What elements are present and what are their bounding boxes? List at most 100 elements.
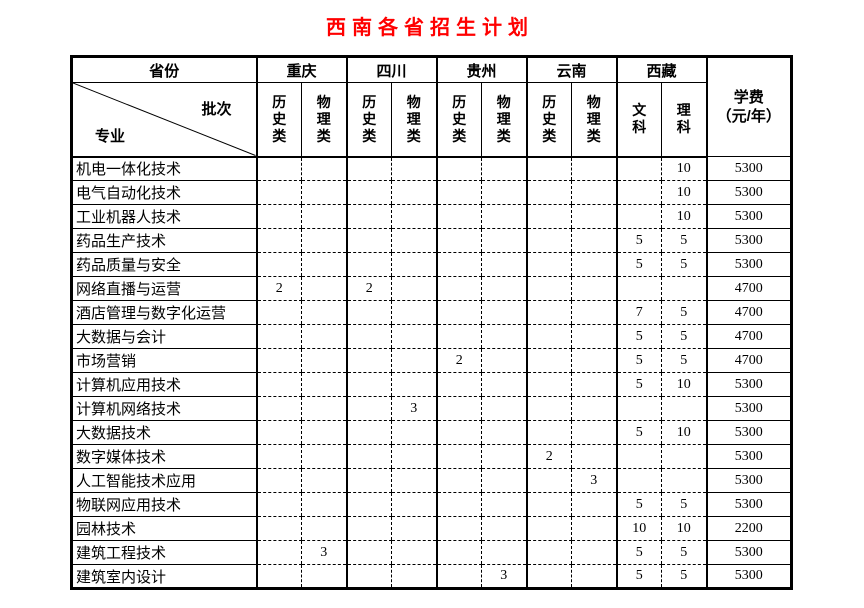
plan-count-cell: [255, 564, 302, 589]
plan-count-cell: 3: [301, 540, 347, 565]
plan-count-cell: [435, 228, 482, 253]
tuition-cell: 5300: [705, 180, 792, 205]
table-row: 大数据与会计 5 5 4700: [71, 324, 792, 349]
plan-count-cell: 10: [661, 204, 707, 229]
plan-count-cell: [301, 516, 347, 541]
plan-count-cell: [391, 180, 437, 205]
plan-count-cell: [301, 492, 347, 517]
plan-count-cell: 10: [661, 372, 707, 397]
plan-count-cell: [435, 204, 482, 229]
plan-count-cell: [435, 444, 482, 469]
plan-count-cell: [571, 324, 617, 349]
plan-count-cell: [661, 444, 707, 469]
plan-count-cell: [435, 300, 482, 325]
plan-count-cell: [435, 540, 482, 565]
major-cell: 建筑室内设计: [71, 564, 257, 589]
plan-count-cell: 10: [661, 516, 707, 541]
plan-count-cell: 5: [615, 540, 662, 565]
plan-count-cell: [255, 516, 302, 541]
plan-count-cell: [435, 252, 482, 277]
plan-count-cell: 3: [391, 396, 437, 421]
subheader-sc-history: 历史类: [345, 82, 392, 158]
plan-count-cell: [525, 276, 572, 301]
plan-count-cell: 5: [615, 564, 662, 589]
plan-count-cell: [345, 516, 392, 541]
plan-count-cell: [391, 252, 437, 277]
plan-count-cell: [255, 300, 302, 325]
plan-count-cell: [345, 348, 392, 373]
subheader-text: 历史类: [362, 93, 377, 144]
plan-count-cell: [301, 420, 347, 445]
table-row: 网络直播与运营 2 2 4700: [71, 276, 792, 301]
plan-count-cell: [481, 444, 527, 469]
major-cell: 电气自动化技术: [71, 180, 257, 205]
plan-count-cell: [345, 492, 392, 517]
table-row: 工业机器人技术 10 5300: [71, 204, 792, 229]
table-row: 建筑室内设计 3 5 5 5300: [71, 564, 792, 589]
plan-count-cell: 5: [615, 348, 662, 373]
tuition-cell: 4700: [705, 324, 792, 349]
plan-count-cell: [391, 228, 437, 253]
plan-count-cell: 5: [615, 252, 662, 277]
tuition-header: 学费 （元/年）: [705, 56, 792, 157]
plan-count-cell: [525, 252, 572, 277]
plan-count-cell: [571, 540, 617, 565]
plan-count-cell: [525, 540, 572, 565]
plan-count-cell: [525, 564, 572, 589]
plan-count-cell: [435, 492, 482, 517]
major-cell: 大数据技术: [71, 420, 257, 445]
plan-count-cell: 2: [435, 348, 482, 373]
plan-count-cell: [391, 540, 437, 565]
plan-count-cell: [615, 156, 662, 181]
major-cell: 工业机器人技术: [71, 204, 257, 229]
plan-count-cell: [481, 492, 527, 517]
plan-count-cell: [255, 468, 302, 493]
plan-count-cell: [571, 252, 617, 277]
table-row: 电气自动化技术 10 5300: [71, 180, 792, 205]
plan-count-cell: [481, 156, 527, 181]
plan-count-cell: [391, 492, 437, 517]
plan-count-cell: 3: [571, 468, 617, 493]
plan-count-cell: 5: [661, 252, 707, 277]
table-row: 大数据技术 5 10 5300: [71, 420, 792, 445]
plan-count-cell: [255, 492, 302, 517]
batch-label: 批次: [201, 101, 232, 118]
plan-count-cell: [435, 468, 482, 493]
diagonal-line: [73, 83, 255, 155]
major-cell: 计算机应用技术: [71, 372, 257, 397]
subheader-cq-history: 历史类: [255, 82, 302, 158]
plan-count-cell: [391, 300, 437, 325]
major-cell: 酒店管理与数字化运营: [71, 300, 257, 325]
plan-count-cell: [345, 228, 392, 253]
province-header-chongqing: 重庆: [255, 56, 347, 83]
plan-count-cell: [391, 420, 437, 445]
plan-count-cell: [571, 396, 617, 421]
tuition-cell: 4700: [705, 300, 792, 325]
plan-count-cell: [255, 228, 302, 253]
plan-count-cell: [391, 444, 437, 469]
plan-count-cell: [525, 228, 572, 253]
major-cell: 数字媒体技术: [71, 444, 257, 469]
plan-count-cell: [255, 204, 302, 229]
plan-count-cell: [345, 420, 392, 445]
plan-count-cell: [345, 180, 392, 205]
table-row: 计算机网络技术 3 5300: [71, 396, 792, 421]
plan-count-cell: [255, 420, 302, 445]
subheader-yn-history: 历史类: [525, 82, 572, 158]
subheader-text: 物理类: [406, 93, 421, 144]
major-label: 专业: [95, 127, 126, 145]
plan-count-cell: [571, 372, 617, 397]
plan-count-cell: 5: [661, 228, 707, 253]
plan-count-cell: [255, 156, 302, 181]
table-row: 市场营销 2 5 5 4700: [71, 348, 792, 373]
table-row: 物联网应用技术 5 5 5300: [71, 492, 792, 517]
plan-count-cell: [661, 276, 707, 301]
tuition-cell: 5300: [705, 396, 792, 421]
plan-count-cell: [571, 492, 617, 517]
plan-count-cell: [525, 420, 572, 445]
plan-count-cell: [661, 396, 707, 421]
plan-count-cell: 5: [615, 372, 662, 397]
plan-count-cell: 5: [661, 300, 707, 325]
tuition-cell: 4700: [705, 276, 792, 301]
tuition-header-line1: 学费: [733, 89, 764, 106]
